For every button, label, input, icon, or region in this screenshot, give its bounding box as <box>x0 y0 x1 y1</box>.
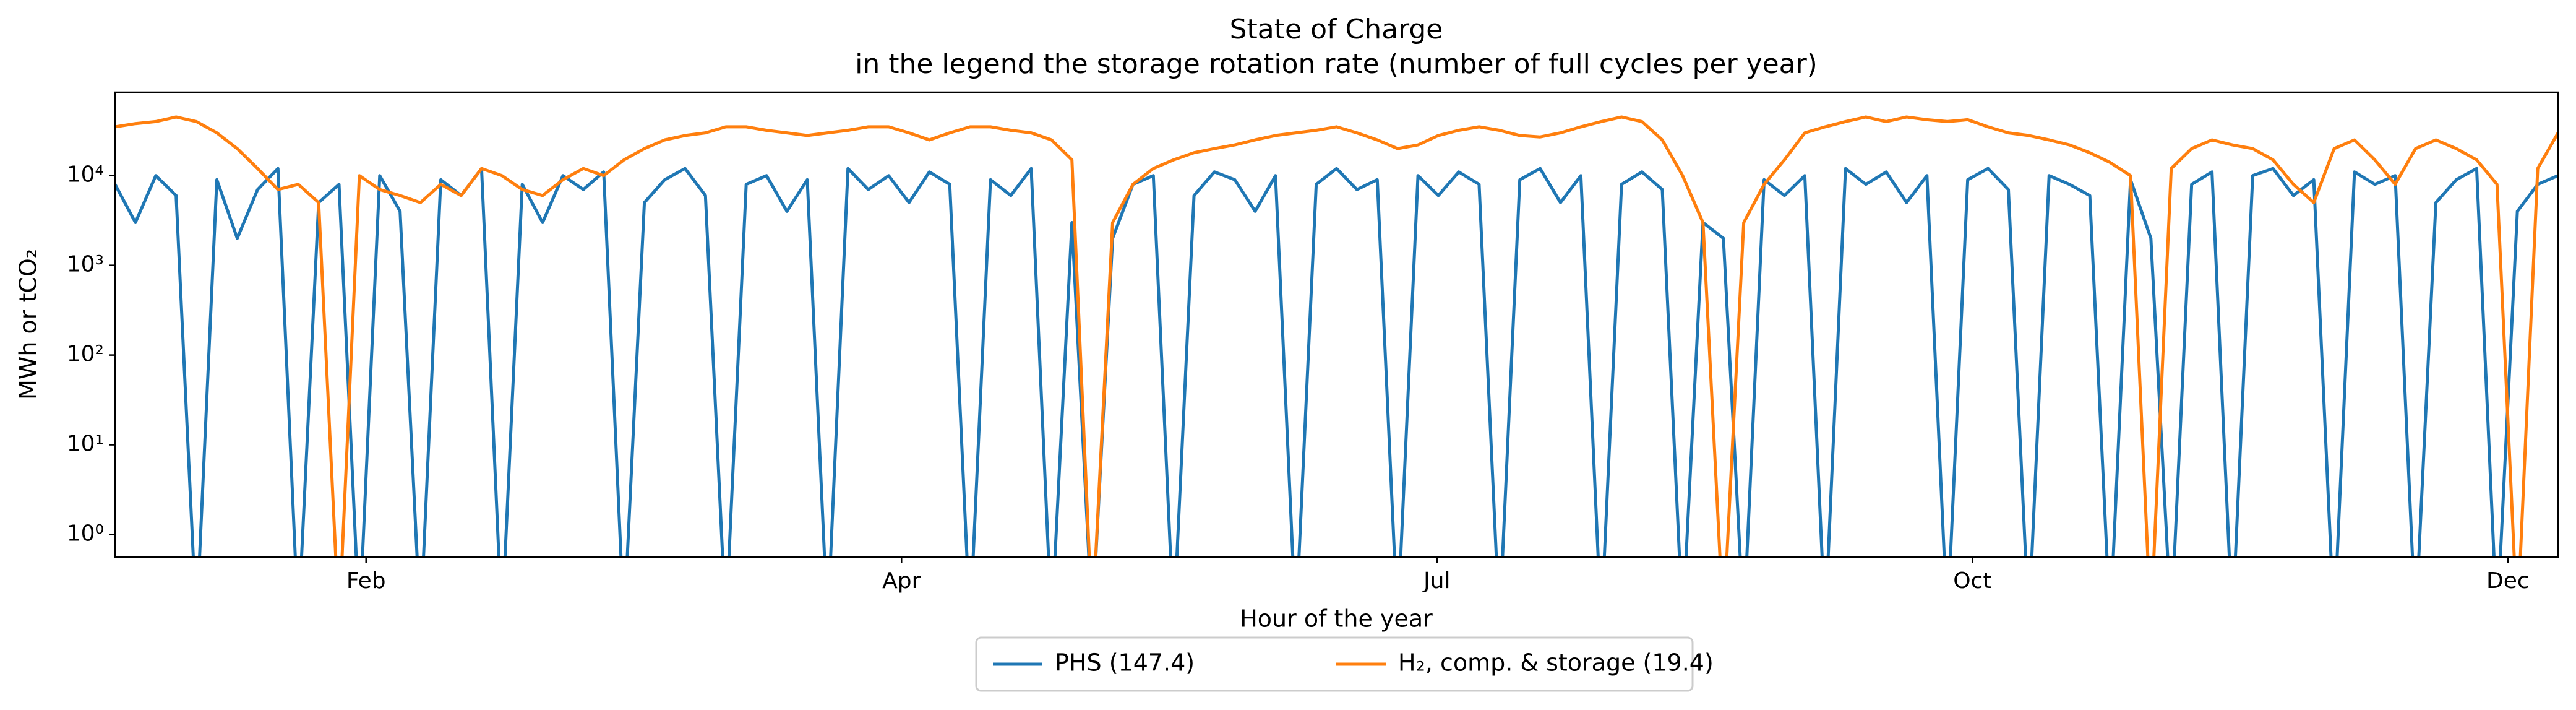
plot-frame <box>114 91 2559 558</box>
series-line <box>115 115 2558 557</box>
chart-title: State of Charge <box>1230 14 1443 45</box>
y-tick-label: 10² <box>67 342 104 367</box>
x-tick-label: Feb <box>346 568 386 594</box>
x-tick-label: Jul <box>1422 568 1450 594</box>
y-axis-label: MWh or tCO₂ <box>15 249 42 400</box>
legend-label: PHS (147.4) <box>1055 649 1195 677</box>
x-axis-label: Hour of the year <box>1240 605 1433 633</box>
y-tick-label: 10⁴ <box>67 162 104 188</box>
series-line <box>115 167 2558 557</box>
legend-label: H₂, comp. & storage (19.4) <box>1398 649 1714 677</box>
x-tick-label: Oct <box>1953 568 1991 594</box>
y-tick-label: 10¹ <box>67 431 104 457</box>
chart-subtitle: in the legend the storage rotation rate … <box>855 48 1818 80</box>
x-tick-label: Dec <box>2486 568 2530 594</box>
y-tick-label: 10³ <box>67 252 104 277</box>
y-tick-label: 10⁰ <box>67 521 104 547</box>
x-tick-label: Apr <box>882 568 921 594</box>
legend-box <box>975 636 1694 692</box>
